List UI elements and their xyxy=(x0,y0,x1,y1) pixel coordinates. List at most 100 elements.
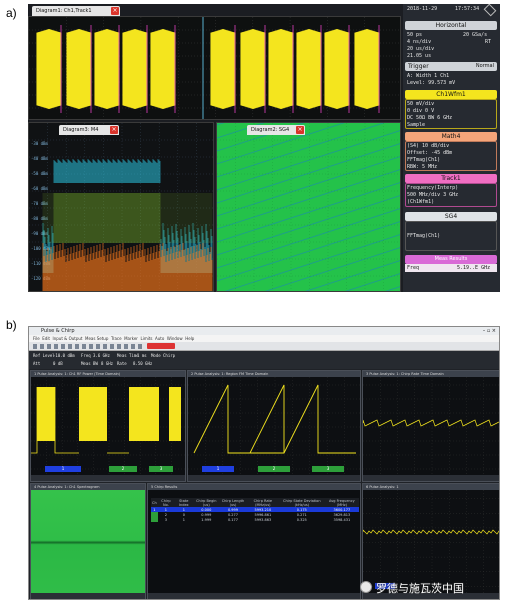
menu-help[interactable]: Help xyxy=(185,336,195,341)
marker-2[interactable]: 2 xyxy=(258,466,290,472)
horizontal-row-2: 4 ns/div xyxy=(407,39,432,45)
window-title: Pulse & Chirp xyxy=(41,328,75,334)
chirp-trace xyxy=(217,169,400,230)
trigger-mode: Normal xyxy=(475,63,494,69)
window-2-title[interactable]: 2 Pulse Analysis: 1: Region FM Time Doma… xyxy=(188,371,360,377)
menu-marker[interactable]: Marker xyxy=(124,336,138,341)
close-icon[interactable]: × xyxy=(110,126,118,134)
close-icon[interactable]: × xyxy=(111,7,119,15)
diagram2-tab[interactable]: Diagram2: SG4 × xyxy=(247,125,305,135)
y-tick-label: -70 dBm xyxy=(31,201,48,206)
menu-trace[interactable]: Trace xyxy=(110,336,122,341)
math4-row-1: (S4) 10 dB/div xyxy=(407,143,450,149)
cell: 0.000 xyxy=(201,507,212,512)
col-state-index[interactable]: State Index xyxy=(174,498,194,507)
col-chirp-begin[interactable]: Chirp Begin (us) xyxy=(193,498,220,507)
marker-3[interactable]: 3 xyxy=(149,466,173,472)
horizontal-header[interactable]: Horizontal xyxy=(405,21,497,30)
window-4-title[interactable]: 4 Pulse Analysis: 1: Ch1 Spectrogram xyxy=(31,484,145,490)
marker-1[interactable]: 1 xyxy=(45,466,81,472)
marker-1[interactable]: 1 xyxy=(375,583,395,589)
time-readout: 17:57:34 xyxy=(455,6,480,12)
menu-input-output[interactable]: Input & Output xyxy=(52,336,83,341)
rf-power-plot xyxy=(31,371,185,481)
window-3-title[interactable]: 3 Pulse Analysis: 1: Chirp Rate Time Dom… xyxy=(363,371,499,377)
chirp-burst xyxy=(94,29,120,109)
watermark-text: 罗德与施瓦茨中国 xyxy=(376,582,464,595)
chirp-trace xyxy=(217,123,305,152)
diagram3-tab[interactable]: Diagram3: M4 × xyxy=(59,125,119,135)
track1-box xyxy=(405,183,497,207)
toolbar-icons[interactable] xyxy=(33,344,143,349)
ch1-header[interactable]: Ch1Wfm1 xyxy=(405,90,497,99)
setup-measbw-label: Meas BW xyxy=(81,361,98,366)
cell: 0 xyxy=(182,512,185,517)
track1-header[interactable]: Track1 xyxy=(405,174,497,183)
pulse-trace xyxy=(363,529,499,535)
menu-limits[interactable]: Limits xyxy=(140,336,153,341)
diagram1-tab-label: Diagram1: Ch1,Track1 xyxy=(36,8,92,14)
pulse-block xyxy=(169,387,181,441)
spectrogram-plot xyxy=(217,123,400,291)
math4-row-3: FFTmag(Ch1) xyxy=(407,157,441,163)
setup-ref-value: -10.0 dBm xyxy=(53,353,75,358)
menu-auto[interactable]: Auto xyxy=(155,336,165,341)
track1-row-2: 500 MHz/div 3 GHz xyxy=(407,192,459,198)
horizontal-row-4: 21.05 us xyxy=(407,53,432,59)
trigger-header[interactable]: Trigger Normal xyxy=(405,62,497,71)
window-6-title[interactable]: 6 Pulse Analysis: 1 xyxy=(363,484,499,490)
table-row[interactable]: 2 0 0.999 0.277 5996.861 0.271 3629.813 xyxy=(151,512,359,517)
col-avg-frequency[interactable]: Avg Frequency (MHz) xyxy=(324,498,359,507)
cell: 1 xyxy=(182,507,185,512)
meas-results-header[interactable]: Meas Results xyxy=(405,255,497,264)
y-tick-label: -50 dBm xyxy=(31,171,48,176)
pulse-analysis-window: 6 Pulse Analysis: 1 1 xyxy=(362,483,499,599)
settings-sidebar: 2018-11-29 17:57:34 Horizontal 50 ps 20 … xyxy=(403,4,500,292)
panel-a-label: a) xyxy=(6,6,17,20)
window-2-status xyxy=(188,475,360,481)
wechat-icon xyxy=(360,581,372,593)
chirp-rate-window: 3 Pulse Analysis: 1: Chirp Rate Time Dom… xyxy=(362,370,499,482)
menu-meas-setup[interactable]: Meas Setup xyxy=(85,336,109,341)
diagram1-tab[interactable]: Diagram1: Ch1,Track1 × xyxy=(32,6,120,16)
trigger-row-1: A: Width 1 Ch1 xyxy=(407,73,450,79)
chirp-trace xyxy=(217,156,400,217)
col-ch[interactable]: Ch xyxy=(151,498,158,507)
sg4-box xyxy=(405,221,497,251)
record-button[interactable] xyxy=(147,343,175,349)
chirp-burst xyxy=(354,29,380,109)
y-tick-label: -60 dBm xyxy=(31,186,48,191)
marker-1[interactable]: 1 xyxy=(202,466,234,472)
col-state-deviation[interactable]: Chirp State Deviation (kHz/us) xyxy=(278,498,325,507)
toolbar xyxy=(29,342,499,351)
setup-freq-label: Freq xyxy=(81,353,91,358)
cell: 0.999 xyxy=(227,507,238,512)
menu-edit[interactable]: Edit xyxy=(42,336,50,341)
table-row[interactable]: 3 1 1.999 0.177 5993.863 0.325 3598.431 xyxy=(151,517,359,522)
rs-logo-icon xyxy=(483,4,497,17)
sg4-row-1: FFTmag(Ch1) xyxy=(407,233,441,239)
col-chirp-no[interactable]: Chirp No. xyxy=(157,498,175,507)
chirp-burst xyxy=(240,29,266,109)
math4-header[interactable]: Math4 xyxy=(405,132,497,141)
sg4-header[interactable]: SG4 xyxy=(405,212,497,221)
col-chirp-rate[interactable]: Chirp Rate (MHz/us) xyxy=(246,498,279,507)
chirp-trace xyxy=(217,143,400,204)
menu-file[interactable]: File xyxy=(33,336,40,341)
window-controls-icon[interactable]: – ▫ × xyxy=(482,328,496,334)
cell: 1 xyxy=(182,517,185,522)
y-tick-label: -110 dBm xyxy=(31,261,51,266)
table-row[interactable]: 1 1 1 0.000 0.999 5993.210 0.175 3600.17… xyxy=(151,507,359,512)
cell: 0.175 xyxy=(296,507,307,512)
close-icon[interactable]: × xyxy=(296,126,304,134)
window-5-title[interactable]: 5 Chirp Results xyxy=(148,484,360,490)
fm-sawtooth-plot xyxy=(188,371,360,481)
window-1-title[interactable]: 1 Pulse Analysis: 1: Ch1 RF Power (Time … xyxy=(31,371,185,377)
chirp-trace xyxy=(217,221,400,282)
marker-2[interactable]: 2 xyxy=(109,466,137,472)
menu-window[interactable]: Window xyxy=(166,336,183,341)
marker-3[interactable]: 3 xyxy=(312,466,344,472)
oscilloscope-screen: Diagram1: Ch1,Track1 × Diagram3: M4 × -3… xyxy=(28,4,500,292)
chirp-trace xyxy=(217,123,265,139)
col-chirp-length[interactable]: Chirp Length (us) xyxy=(219,498,247,507)
